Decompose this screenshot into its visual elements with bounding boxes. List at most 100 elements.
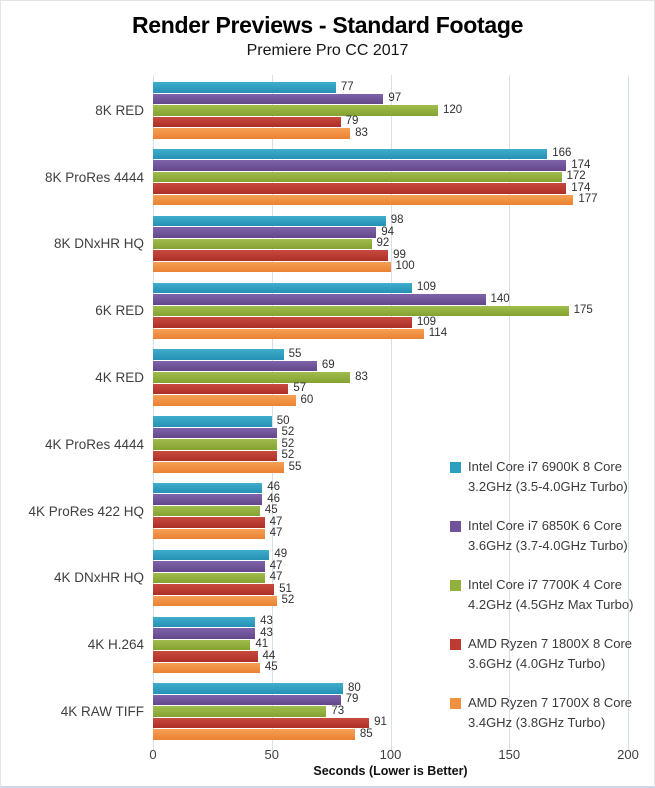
gridline [390,75,392,751]
bar-row: 97 [153,92,628,105]
bar-row: 45 [153,661,628,674]
bar-stack: 46 46 45 47 47 [153,478,628,545]
bar-value-label: 47 [269,515,283,528]
bar-value-label: 52 [281,437,295,450]
bar-value-label: 46 [267,481,281,494]
bar [153,683,343,694]
bar-value-label: 51 [279,582,292,595]
bar-row: 47 [153,515,628,528]
bar-row: 51 [153,582,628,595]
bar-row: 60 [153,394,628,406]
bar-row: 120 [153,103,628,116]
bar-row: 52 [153,595,628,607]
bar-value-label: 52 [281,449,295,462]
bar-stack: 49 47 47 51 52 [153,545,628,612]
bar-group: 4K H.264 43 43 41 44 45 [1,611,628,678]
bar-row: 77 [153,80,628,93]
bar-group: 4K RED 55 69 83 57 60 [1,344,628,411]
bar [153,250,389,261]
bar-row: 91 [153,717,628,729]
gridline [509,75,511,751]
bar-value-label: 57 [293,382,307,395]
bar [153,595,277,607]
bar-row: 100 [153,261,628,273]
legend-label: Intel Core i7 7700K 4 Core 4.2GHz (4.5GHz… [468,577,634,612]
bar-stack: 43 43 41 44 45 [153,611,628,678]
bar-row: 80 [153,681,628,694]
bar-groups: 8K RED 77 97 120 79 83 8K ProRes 4444 166 174 172… [1,77,628,745]
bar [153,360,317,372]
bar-row: 79 [153,694,628,706]
bar-value-label: 80 [348,681,361,694]
bar-row: 98 [153,214,628,227]
bar-value-label: 77 [340,80,354,93]
bar-row: 69 [153,359,628,372]
bar-value-label: 79 [345,115,359,128]
bar-group: 8K DNxHR HQ 98 94 92 99 100 [1,211,628,278]
bar-value-label: 69 [321,359,335,372]
bar [153,183,567,194]
bar-row: 45 [153,505,628,517]
bar [153,616,256,628]
bar-value-label: 41 [255,638,269,651]
bar-value-label: 97 [388,92,402,105]
legend-marker [450,580,461,591]
bar-row: 94 [153,226,628,238]
bar [153,261,391,273]
bar [153,639,251,651]
bar-value-label: 55 [288,460,302,473]
bar-value-label: 98 [390,214,404,227]
bar-row: 43 [153,627,628,639]
bar-row: 79 [153,115,628,128]
bar-row: 57 [153,382,628,395]
bar-group: 8K RED 77 97 120 79 83 [1,77,628,144]
category-label: 4K DNxHR HQ [53,570,144,586]
bar-row: 47 [153,560,628,572]
bar-row: 41 [153,638,628,651]
bar-value-label: 120 [443,103,463,116]
bar-stack: 109 140 175 109 114 [153,277,628,344]
bar-value-label: 140 [490,292,510,305]
bar-value-label: 109 [416,315,437,328]
bar [153,694,341,706]
bar [153,528,265,540]
bar-stack: 55 69 83 57 60 [153,344,628,411]
bar [153,328,424,340]
bar [153,662,260,674]
bar [153,561,265,572]
bar [153,450,277,462]
bar [153,572,265,584]
bar [153,294,486,305]
bar [153,194,574,206]
bar-row: 172 [153,171,628,183]
bar [153,372,351,383]
bar-row: 174 [153,182,628,194]
category-label: 4K H.264 [87,637,144,653]
legend-marker [450,698,461,709]
bar [153,171,562,183]
bar-group: 4K RAW TIFF 80 79 73 91 85 [1,678,628,745]
legend-marker [450,521,461,532]
bar-value-label: 166 [552,147,572,160]
bar [153,549,270,561]
bar-value-label: 45 [264,661,278,674]
legend-label: Intel Core i7 6850K 6 Core 3.6GHz (3.7-4.… [468,518,628,553]
bar [153,116,341,128]
bar [153,584,275,595]
bar [153,282,412,294]
x-tick-label: 0 [149,747,157,762]
bar [153,305,569,317]
bar-row: 46 [153,481,628,494]
legend-item: AMD Ryzen 7 1700X 8 Core 3.4GHz (3.8GHz T… [450,693,654,733]
bar [153,349,284,360]
bar [153,482,263,494]
gridline [628,75,629,751]
bar [153,628,256,639]
bar [153,82,336,93]
category-label: 8K DNxHR HQ [53,236,144,252]
x-tick-label: 50 [264,747,279,762]
bar-stack: 98 94 92 99 100 [153,211,628,278]
bar [153,729,355,740]
bar-value-label: 52 [281,426,295,439]
bar-group: 4K DNxHR HQ 49 47 47 51 52 [1,545,628,612]
